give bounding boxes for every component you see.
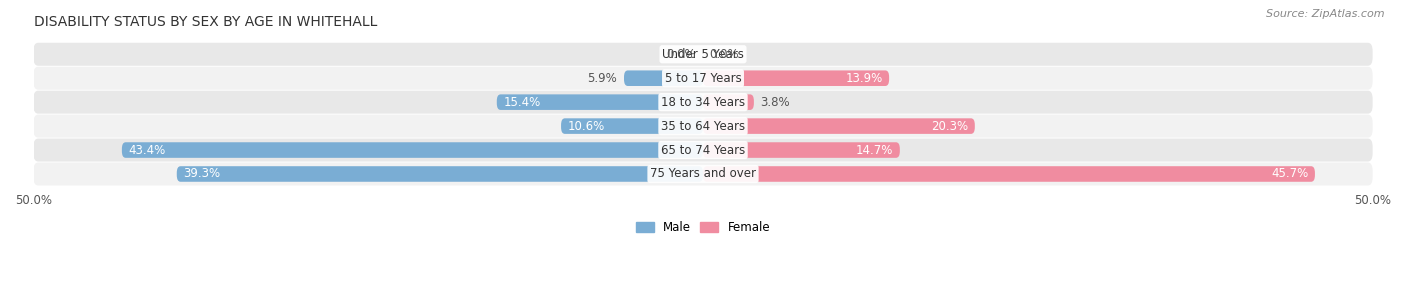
FancyBboxPatch shape bbox=[624, 70, 703, 86]
FancyBboxPatch shape bbox=[496, 94, 703, 110]
Text: 13.9%: 13.9% bbox=[845, 72, 883, 85]
Text: 65 to 74 Years: 65 to 74 Years bbox=[661, 144, 745, 156]
Text: DISABILITY STATUS BY SEX BY AGE IN WHITEHALL: DISABILITY STATUS BY SEX BY AGE IN WHITE… bbox=[34, 15, 377, 29]
FancyBboxPatch shape bbox=[177, 166, 703, 182]
Text: 10.6%: 10.6% bbox=[568, 120, 605, 133]
FancyBboxPatch shape bbox=[34, 67, 1372, 90]
Legend: Male, Female: Male, Female bbox=[631, 217, 775, 239]
Text: 18 to 34 Years: 18 to 34 Years bbox=[661, 96, 745, 109]
Text: 5 to 17 Years: 5 to 17 Years bbox=[665, 72, 741, 85]
FancyBboxPatch shape bbox=[122, 142, 703, 158]
Text: 0.0%: 0.0% bbox=[666, 48, 696, 61]
FancyBboxPatch shape bbox=[34, 138, 1372, 162]
Text: 20.3%: 20.3% bbox=[931, 120, 969, 133]
FancyBboxPatch shape bbox=[34, 91, 1372, 114]
Text: 15.4%: 15.4% bbox=[503, 96, 541, 109]
Text: 0.0%: 0.0% bbox=[710, 48, 740, 61]
Text: 45.7%: 45.7% bbox=[1271, 167, 1308, 181]
Text: 5.9%: 5.9% bbox=[588, 72, 617, 85]
FancyBboxPatch shape bbox=[34, 43, 1372, 66]
FancyBboxPatch shape bbox=[561, 118, 703, 134]
FancyBboxPatch shape bbox=[703, 118, 974, 134]
Text: 39.3%: 39.3% bbox=[183, 167, 221, 181]
Text: Under 5 Years: Under 5 Years bbox=[662, 48, 744, 61]
Text: 14.7%: 14.7% bbox=[856, 144, 893, 156]
FancyBboxPatch shape bbox=[34, 115, 1372, 138]
Text: 43.4%: 43.4% bbox=[128, 144, 166, 156]
Text: 35 to 64 Years: 35 to 64 Years bbox=[661, 120, 745, 133]
Text: Source: ZipAtlas.com: Source: ZipAtlas.com bbox=[1267, 9, 1385, 19]
FancyBboxPatch shape bbox=[703, 166, 1315, 182]
FancyBboxPatch shape bbox=[34, 163, 1372, 185]
Text: 75 Years and over: 75 Years and over bbox=[650, 167, 756, 181]
Text: 3.8%: 3.8% bbox=[761, 96, 790, 109]
FancyBboxPatch shape bbox=[703, 70, 889, 86]
FancyBboxPatch shape bbox=[703, 142, 900, 158]
FancyBboxPatch shape bbox=[703, 94, 754, 110]
